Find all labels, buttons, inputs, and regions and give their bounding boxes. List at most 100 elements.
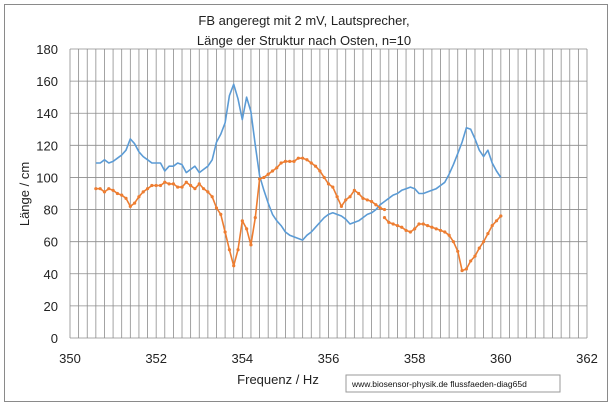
data-point: [486, 232, 490, 236]
data-point: [167, 182, 171, 186]
data-point: [305, 158, 309, 162]
y-tick-labels: 0 20 40 60 80 100 120 140 160 180: [36, 42, 58, 346]
data-point: [266, 172, 270, 176]
data-point: [348, 195, 352, 199]
data-point: [102, 190, 107, 194]
data-point: [430, 225, 434, 229]
data-point: [425, 224, 430, 228]
data-point: [236, 248, 240, 252]
data-point: [309, 161, 313, 165]
x-tick-label: 360: [490, 351, 512, 366]
data-point: [438, 228, 443, 233]
data-point: [223, 230, 227, 234]
data-point: [115, 191, 119, 196]
data-point: [154, 183, 158, 188]
data-point: [326, 182, 331, 186]
data-point: [456, 249, 460, 253]
data-point: [344, 198, 348, 202]
data-point: [189, 183, 193, 188]
data-point: [382, 207, 387, 212]
data-point: [357, 191, 361, 196]
data-point: [219, 212, 223, 216]
data-point: [408, 230, 412, 234]
data-point: [361, 196, 365, 200]
data-point: [275, 166, 279, 170]
x-tick-label: 356: [318, 351, 340, 366]
series-1: [95, 83, 502, 241]
chart-title-line2: Länge der Struktur nach Osten, n=10: [197, 33, 411, 48]
y-tick-label: 160: [36, 74, 58, 89]
y-tick-label: 60: [44, 235, 58, 250]
data-point: [262, 175, 266, 180]
data-point: [253, 215, 257, 220]
data-point: [477, 246, 481, 250]
y-tick-label: 180: [36, 42, 58, 57]
data-point: [232, 264, 236, 268]
chart-title-line1: FB angeregt mit 2 mV, Lautsprecher,: [198, 13, 409, 28]
data-point: [421, 222, 425, 226]
data-point: [434, 227, 438, 231]
series-line: [383, 215, 502, 272]
data-point: [171, 182, 175, 186]
data-point: [331, 185, 335, 189]
data-point: [400, 225, 404, 229]
data-point: [133, 201, 137, 205]
y-axis-label: Länge / cm: [17, 162, 32, 226]
data-point: [180, 185, 184, 189]
data-point: [240, 219, 244, 223]
data-point: [382, 215, 387, 220]
data-point: [464, 267, 468, 271]
data-point: [107, 187, 111, 191]
data-point: [137, 195, 141, 199]
data-point: [158, 183, 163, 188]
data-point: [499, 214, 503, 218]
y-tick-label: 80: [44, 203, 58, 218]
x-tick-label: 354: [231, 351, 253, 366]
x-tick-labels: 350 352 354 356 358 360 362: [59, 351, 598, 366]
data-point: [245, 227, 249, 231]
data-point: [413, 227, 417, 231]
y-tick-label: 100: [36, 170, 58, 185]
y-tick-label: 40: [44, 267, 58, 282]
data-point: [494, 219, 499, 223]
data-point: [482, 240, 486, 244]
data-point: [270, 169, 275, 173]
data-point: [206, 190, 210, 194]
data-point: [210, 195, 214, 199]
data-point: [296, 156, 300, 160]
y-tick-label: 120: [36, 138, 58, 153]
data-series: [94, 83, 503, 273]
data-point: [288, 159, 292, 163]
data-point: [395, 224, 400, 228]
data-point: [404, 228, 408, 233]
data-point: [322, 175, 326, 180]
data-point: [150, 183, 154, 188]
data-point: [227, 248, 232, 252]
data-point: [443, 230, 447, 234]
data-point: [201, 187, 206, 191]
data-point: [469, 259, 473, 263]
y-tick-label: 0: [51, 331, 58, 346]
x-axis-label: Frequenz / Hz: [237, 372, 319, 387]
data-point: [365, 198, 369, 202]
data-point: [128, 204, 132, 208]
x-tick-label: 358: [404, 351, 426, 366]
data-point: [301, 156, 305, 160]
data-point: [176, 185, 180, 189]
data-point: [460, 268, 464, 273]
data-point: [279, 161, 283, 165]
data-point: [214, 206, 219, 210]
data-point: [94, 187, 98, 191]
data-point: [378, 206, 382, 210]
data-point: [111, 188, 115, 192]
data-point: [352, 188, 356, 192]
watermark-text: www.biosensor-physik.de flussfaeden-diag…: [351, 379, 527, 389]
data-point: [193, 187, 197, 191]
y-tick-label: 20: [44, 299, 58, 314]
data-point: [417, 222, 421, 226]
data-point: [387, 220, 391, 224]
data-point: [451, 240, 456, 244]
data-point: [145, 187, 150, 191]
data-point: [447, 233, 451, 237]
